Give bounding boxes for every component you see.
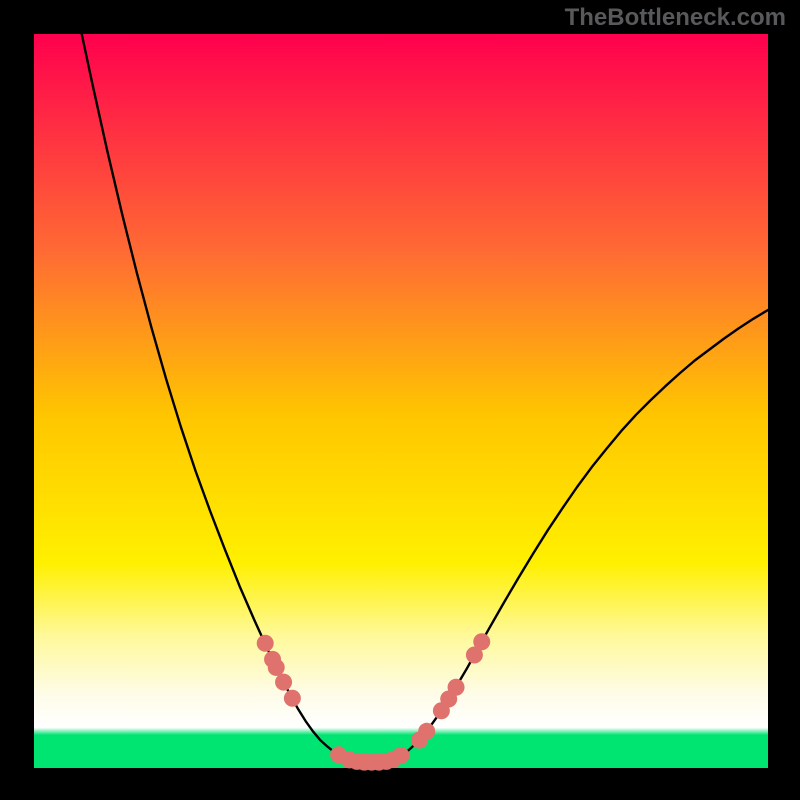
data-marker <box>473 633 490 650</box>
data-marker <box>418 723 435 740</box>
data-marker <box>448 679 465 696</box>
data-marker <box>257 635 274 652</box>
data-marker <box>275 674 292 691</box>
chart-svg <box>34 34 768 768</box>
plot-area <box>34 34 768 768</box>
data-marker <box>268 659 285 676</box>
data-marker <box>284 690 301 707</box>
watermark-text: TheBottleneck.com <box>565 4 786 32</box>
markers-group <box>257 633 491 770</box>
chart-canvas: TheBottleneck.com <box>0 0 800 800</box>
data-marker <box>393 747 410 764</box>
curve-line <box>82 34 768 762</box>
